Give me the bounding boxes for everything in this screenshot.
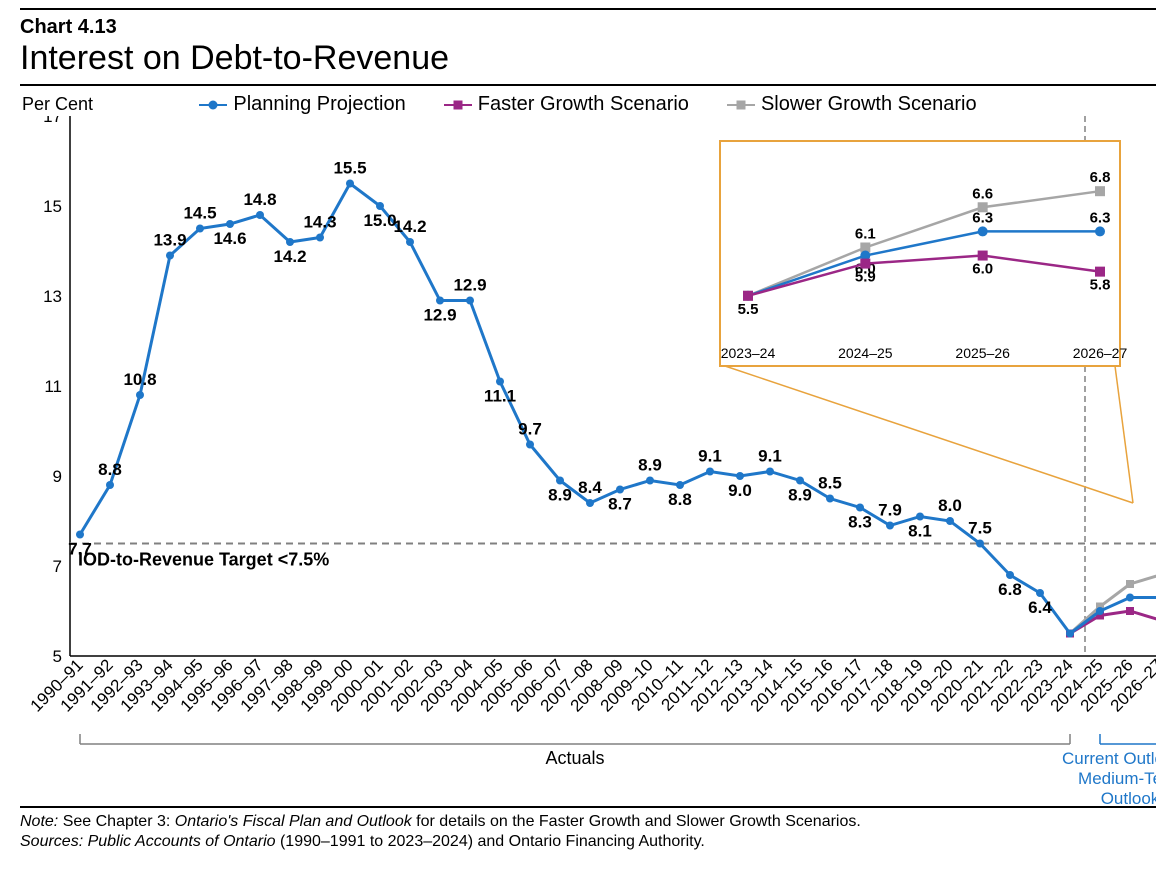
svg-text:8.9: 8.9	[788, 486, 812, 505]
legend-label-faster: Faster Growth Scenario	[478, 93, 689, 116]
svg-text:5.8: 5.8	[1090, 277, 1111, 294]
svg-text:11: 11	[44, 377, 62, 396]
svg-text:7.9: 7.9	[878, 501, 902, 520]
svg-text:8.7: 8.7	[608, 495, 632, 514]
footnote-note: Note: See Chapter 3: Ontario's Fiscal Pl…	[20, 812, 1156, 832]
svg-text:11.1: 11.1	[484, 387, 516, 406]
svg-text:15.0: 15.0	[363, 211, 396, 230]
rule-bottom	[20, 806, 1156, 808]
svg-text:6.3: 6.3	[1090, 209, 1111, 226]
svg-text:5.5: 5.5	[738, 301, 759, 318]
svg-text:7: 7	[53, 557, 62, 576]
svg-text:5.9: 5.9	[855, 269, 876, 286]
svg-text:14.6: 14.6	[213, 229, 246, 248]
legend-swatch-faster	[444, 104, 472, 106]
svg-text:8.8: 8.8	[668, 490, 692, 509]
main-chart-svg: 57911131517IOD-to-Revenue Target <7.5%7.…	[20, 116, 1156, 806]
svg-text:2023–24: 2023–24	[721, 345, 776, 361]
svg-text:8.1: 8.1	[908, 522, 932, 541]
svg-text:6.8: 6.8	[1090, 169, 1111, 186]
legend: Planning Projection Faster Growth Scenar…	[20, 93, 1156, 116]
svg-text:14.2: 14.2	[393, 217, 426, 236]
svg-text:12.9: 12.9	[423, 306, 456, 325]
footnotes: Note: See Chapter 3: Ontario's Fiscal Pl…	[20, 812, 1156, 852]
svg-text:8.8: 8.8	[98, 460, 122, 479]
chart-page: Chart 4.13 Interest on Debt-to-Revenue P…	[0, 0, 1176, 888]
svg-text:8.9: 8.9	[548, 486, 572, 505]
svg-text:8.0: 8.0	[938, 496, 962, 515]
svg-text:14.2: 14.2	[273, 247, 306, 266]
svg-text:Current Outlook &: Current Outlook &	[1062, 749, 1156, 768]
svg-text:9.1: 9.1	[758, 447, 782, 466]
svg-text:IOD-to-Revenue Target <7.5%: IOD-to-Revenue Target <7.5%	[78, 550, 329, 570]
svg-text:12.9: 12.9	[453, 276, 486, 295]
rule-top	[20, 8, 1156, 10]
svg-text:6.8: 6.8	[998, 580, 1022, 599]
svg-text:13.9: 13.9	[153, 231, 186, 250]
svg-text:6.6: 6.6	[972, 185, 993, 202]
svg-text:9.0: 9.0	[728, 481, 752, 500]
svg-text:17: 17	[43, 116, 62, 126]
legend-swatch-planning	[199, 104, 227, 106]
chart-number: Chart 4.13	[20, 16, 1156, 39]
chart-title: Interest on Debt-to-Revenue	[20, 39, 1156, 78]
svg-text:5: 5	[53, 647, 62, 666]
svg-text:Outlook: Outlook	[1101, 789, 1156, 806]
svg-text:9.7: 9.7	[518, 420, 542, 439]
svg-text:9: 9	[53, 467, 62, 486]
svg-text:Medium-Term: Medium-Term	[1078, 769, 1156, 788]
legend-item-planning: Planning Projection	[199, 93, 405, 116]
legend-label-planning: Planning Projection	[233, 93, 405, 116]
svg-text:9.1: 9.1	[698, 447, 722, 466]
svg-text:6.0: 6.0	[972, 261, 993, 278]
svg-text:7.7: 7.7	[68, 540, 92, 559]
svg-text:8.3: 8.3	[848, 513, 872, 532]
footnote-sources: Sources: Public Accounts of Ontario (199…	[20, 832, 1156, 852]
legend-label-slower: Slower Growth Scenario	[761, 93, 977, 116]
svg-text:8.5: 8.5	[818, 474, 842, 493]
legend-swatch-slower	[727, 104, 755, 106]
svg-text:10.8: 10.8	[123, 370, 156, 389]
svg-text:6.4: 6.4	[1028, 598, 1052, 617]
rule-under-title	[20, 84, 1156, 86]
legend-item-faster: Faster Growth Scenario	[444, 93, 689, 116]
svg-text:6.1: 6.1	[855, 226, 876, 243]
svg-text:6.3: 6.3	[972, 209, 993, 226]
svg-text:2025–26: 2025–26	[955, 345, 1010, 361]
svg-text:14.8: 14.8	[243, 190, 276, 209]
svg-text:15: 15	[43, 197, 62, 216]
legend-item-slower: Slower Growth Scenario	[727, 93, 977, 116]
svg-text:13: 13	[43, 287, 62, 306]
svg-text:15.5: 15.5	[333, 159, 366, 178]
svg-text:14.5: 14.5	[183, 204, 216, 223]
svg-text:14.3: 14.3	[303, 213, 336, 232]
svg-text:8.9: 8.9	[638, 456, 662, 475]
svg-text:2024–25: 2024–25	[838, 345, 893, 361]
svg-text:Actuals: Actuals	[545, 748, 604, 768]
svg-text:7.5: 7.5	[968, 519, 992, 538]
svg-text:8.4: 8.4	[578, 478, 602, 497]
svg-text:2026–27: 2026–27	[1073, 345, 1128, 361]
